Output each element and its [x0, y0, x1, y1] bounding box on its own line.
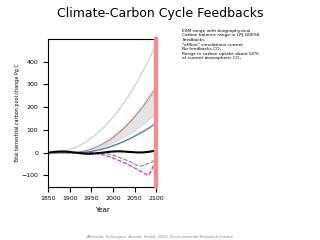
X-axis label: Year: Year	[95, 207, 109, 213]
Text: ESM range with biogeophysical
Carbon balance range in LPJ-GUESS
feedbacks
"offli: ESM range with biogeophysical Carbon bal…	[182, 29, 260, 60]
Text: Ahlström, Schurgers, Arneth, Smith, 2012, Environmental Research Letters: Ahlström, Schurgers, Arneth, Smith, 2012…	[87, 235, 233, 239]
Y-axis label: Total terrestrial carbon pool change Pg C: Total terrestrial carbon pool change Pg …	[15, 63, 20, 163]
Text: Climate-Carbon Cycle Feedbacks: Climate-Carbon Cycle Feedbacks	[57, 7, 263, 20]
